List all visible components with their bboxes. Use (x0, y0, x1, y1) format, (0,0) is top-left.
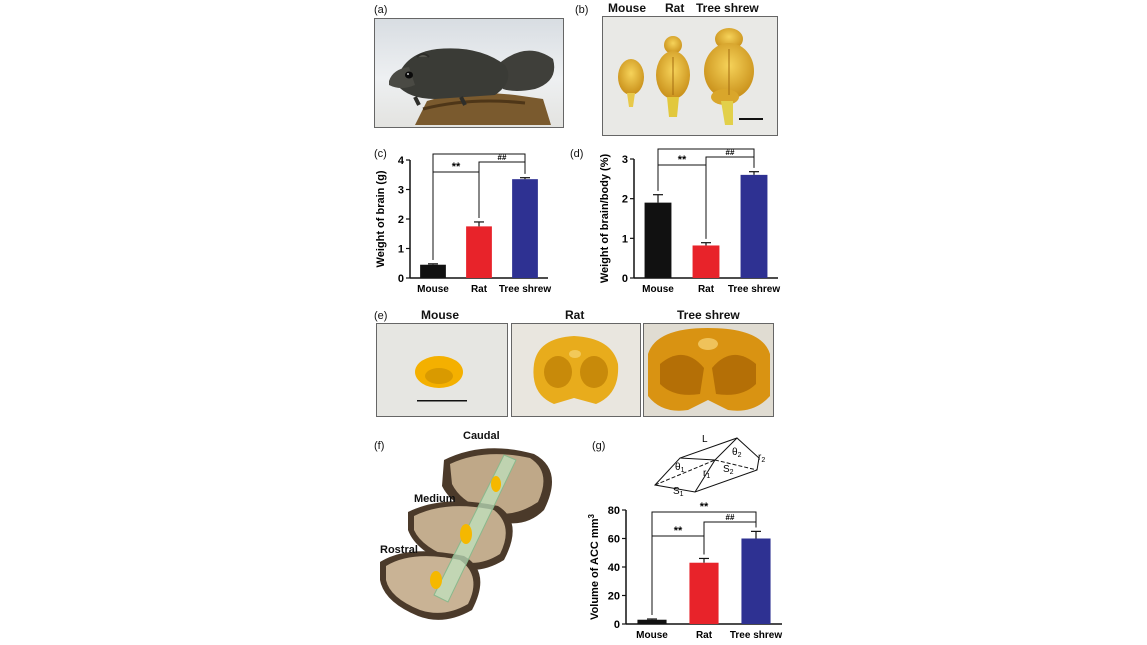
section-illustration-tree-shrew (648, 328, 770, 411)
significance-mark-g: ## (726, 513, 735, 522)
significance-bracket-g (651, 511, 757, 616)
brain-title-mouse: Mouse (608, 1, 647, 15)
panel-label-b: (b) (575, 4, 589, 16)
brain-title-rat: Rat (665, 1, 685, 15)
panel-label-f: (f) (374, 440, 385, 452)
y-axis-label-g: Volume of ACC mm3 (587, 514, 601, 620)
brain-slices-illustration (380, 448, 552, 620)
panel-label-d: (d) (570, 148, 584, 160)
section-photo-rat (511, 323, 641, 417)
whole-brains-photo (602, 16, 778, 136)
y-tick-label-c: 0 (398, 273, 404, 285)
y-tick-label-g: 60 (608, 534, 620, 546)
section-illustration-rat (533, 336, 619, 404)
brain-title-tree-shrew: Tree shrew (696, 1, 759, 15)
bar-c-rat (466, 226, 492, 278)
diagram-r1: r1 (703, 468, 710, 480)
chart-c: 0 1 2 3 4 Weight of brain (g) Mouse Rat Tree shr… (375, 150, 551, 295)
x-tick-label-g: Mouse (636, 630, 668, 641)
significance-mark-d: ** (678, 154, 687, 166)
diagram-S2: S2 (723, 464, 734, 476)
tree-shrew-photo (374, 18, 564, 128)
panel-label-e: (e) (374, 310, 388, 322)
x-tick-label-d: Rat (698, 284, 715, 295)
y-tick-label-c: 1 (398, 244, 404, 256)
diagram-theta2: θ2 (732, 447, 742, 459)
significance-bracket-c (432, 153, 526, 260)
bar-c-mouse (420, 264, 446, 278)
y-tick-label-g: 80 (608, 505, 620, 517)
x-tick-label-c: Rat (471, 284, 488, 295)
tree-shrew-illustration (389, 48, 555, 125)
significance-mark-d: ## (726, 148, 735, 157)
y-tick-label-d: 0 (622, 273, 628, 285)
y-tick-label-c: 2 (398, 214, 404, 226)
y-tick-label-g: 0 (614, 619, 620, 631)
bar-g-tree-shrew (741, 538, 771, 624)
diagram-theta1: θ1 (675, 462, 685, 474)
significance-mark-c: ** (452, 161, 461, 173)
section-title-mouse: Mouse (421, 308, 460, 322)
bar-d-mouse (644, 202, 672, 278)
diagram-L: L (702, 434, 708, 445)
brain-slices-diagram: Caudal Medium Rostral (374, 430, 589, 640)
bar-g-rat (689, 562, 719, 624)
bar-c-tree-shrew (512, 179, 538, 278)
x-tick-label-g: Rat (696, 630, 713, 641)
y-tick-label-d: 1 (622, 233, 628, 245)
x-tick-label-c: Tree shrew (499, 284, 551, 295)
section-title-rat: Rat (565, 308, 585, 322)
y-tick-label-d: 3 (622, 154, 628, 166)
x-tick-label-d: Tree shrew (728, 284, 780, 295)
bar-d-tree-shrew (740, 174, 768, 278)
acc-geometry-diagram: L θ1 θ2 r1 r2 S2 S1 (654, 434, 765, 498)
section-photo-mouse (376, 323, 508, 417)
panel-label-g: (g) (592, 440, 606, 452)
y-tick-label-d: 2 (622, 194, 628, 206)
significance-mark-c: ** (475, 150, 484, 155)
y-tick-label-c: 3 (398, 185, 404, 197)
y-tick-label-c: 4 (398, 155, 405, 167)
chart-g: 0 20 40 60 80 Volume of ACC mm3 Mouse Rat Tree s… (587, 501, 782, 641)
y-tick-label-g: 40 (608, 562, 620, 574)
y-axis-label-c: Weight of brain (g) (375, 170, 387, 267)
slice-label-rostral: Rostral (380, 544, 418, 556)
x-tick-label-g: Tree shrew (730, 630, 782, 641)
panel-label-c: (c) (374, 148, 387, 160)
section-illustration-mouse (415, 356, 467, 402)
slice-label-caudal: Caudal (463, 430, 500, 442)
section-title-tree-shrew: Tree shrew (677, 308, 740, 322)
chart-d: 0 1 2 3 Weight of brain/body (%) Mouse Rat Tree… (599, 145, 780, 295)
diagram-r2: r2 (758, 452, 765, 464)
x-tick-label-d: Mouse (642, 284, 674, 295)
bar-d-rat (692, 245, 720, 278)
section-photo-tree-shrew (643, 323, 774, 417)
y-tick-label-g: 20 (608, 591, 620, 603)
significance-mark-c: ## (498, 153, 507, 162)
x-tick-label-c: Mouse (417, 284, 449, 295)
significance-mark-g: ** (700, 501, 709, 513)
panel-label-a: (a) (374, 4, 388, 16)
diagram-S1: S1 (673, 486, 684, 498)
bar-g-mouse (637, 619, 667, 624)
significance-bracket-d (657, 148, 755, 191)
slice-label-medium: Medium (414, 493, 456, 505)
y-axis-label-d: Weight of brain/body (%) (599, 153, 611, 283)
significance-mark-g: ** (674, 525, 683, 537)
whole-brains-illustration (618, 28, 763, 125)
significance-mark-d: * (704, 145, 709, 150)
